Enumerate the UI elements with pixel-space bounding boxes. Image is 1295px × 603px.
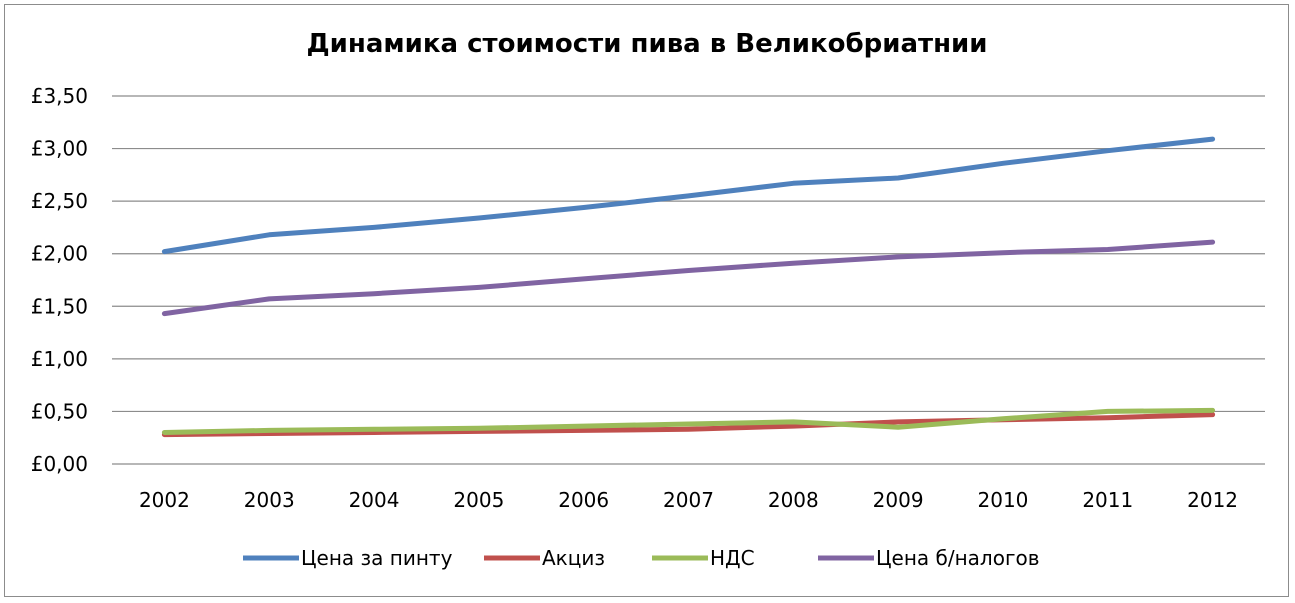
series-line-2 xyxy=(161,407,1216,435)
y-tick-label: £1,00 xyxy=(31,347,88,371)
y-tick-label: £1,50 xyxy=(31,294,88,318)
series-line-0 xyxy=(161,136,1216,255)
x-tick-label: 2009 xyxy=(873,488,924,512)
series-line-1 xyxy=(161,412,1216,438)
x-tick-label: 2012 xyxy=(1187,488,1238,512)
y-tick-label: £0,50 xyxy=(31,399,88,423)
legend-label: Цена за пинту xyxy=(301,546,453,570)
legend-label: Акциз xyxy=(542,546,605,570)
x-tick-label: 2003 xyxy=(244,488,295,512)
y-tick-label: £3,00 xyxy=(31,137,88,161)
y-tick-label: £3,50 xyxy=(31,84,88,108)
legend-label: НДС xyxy=(710,546,755,570)
y-tick-label: £2,50 xyxy=(31,189,88,213)
x-tick-label: 2010 xyxy=(978,488,1029,512)
series-line-3 xyxy=(161,239,1216,317)
x-tick-label: 2007 xyxy=(663,488,714,512)
x-tick-label: 2006 xyxy=(558,488,609,512)
x-tick-label: 2005 xyxy=(453,488,504,512)
chart-frame xyxy=(4,4,1289,597)
legend-label: Цена б/налогов xyxy=(876,546,1039,570)
chart-title: Динамика стоимости пива в Великобриатнии xyxy=(307,29,988,59)
y-axis-ticks: £0,00 £0,50 £1,00 £1,50 £2,00 £2,50 £3,00 £3,50 xyxy=(31,84,88,476)
x-tick-label: 2004 xyxy=(349,488,400,512)
x-axis-ticks: 2002 2003 2004 2005 2006 2007 2008 2009 2010 2011… xyxy=(139,488,1238,512)
x-tick-label: 2002 xyxy=(139,488,190,512)
legend: Цена за пинту Акциз НДС Цена б/налогов xyxy=(243,546,1039,570)
y-tick-label: £0,00 xyxy=(31,452,88,476)
series-lines xyxy=(161,136,1216,438)
x-tick-label: 2011 xyxy=(1082,488,1133,512)
x-tick-label: 2008 xyxy=(768,488,819,512)
y-tick-label: £2,00 xyxy=(31,242,88,266)
